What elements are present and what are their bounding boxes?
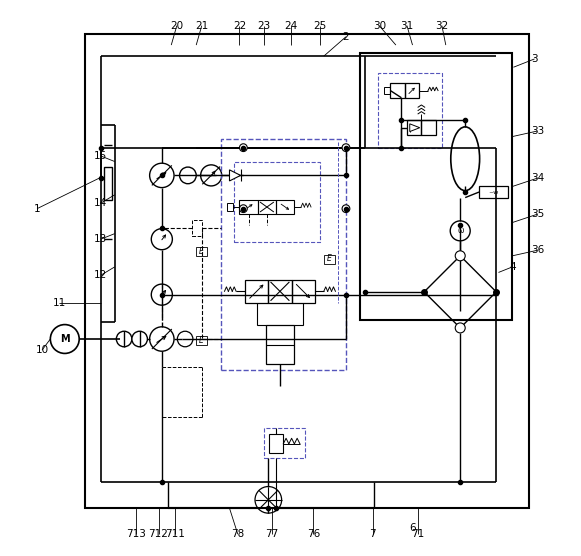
Text: ~w: ~w bbox=[488, 190, 498, 195]
Text: 3: 3 bbox=[531, 54, 538, 64]
Circle shape bbox=[150, 327, 174, 351]
Text: 35: 35 bbox=[530, 209, 544, 219]
Bar bbox=[276, 200, 295, 214]
Text: 25: 25 bbox=[313, 21, 327, 31]
Text: E: E bbox=[327, 254, 332, 263]
Bar bbox=[196, 336, 207, 345]
Bar bbox=[407, 121, 421, 135]
Text: 7: 7 bbox=[370, 529, 376, 539]
Text: 30: 30 bbox=[372, 21, 386, 31]
Text: E: E bbox=[199, 247, 204, 256]
Circle shape bbox=[342, 144, 350, 152]
Circle shape bbox=[132, 331, 148, 347]
Circle shape bbox=[151, 284, 173, 305]
Text: 713: 713 bbox=[127, 529, 146, 539]
Circle shape bbox=[239, 144, 248, 152]
Bar bbox=[390, 83, 405, 98]
Text: 6: 6 bbox=[409, 523, 416, 533]
Bar bbox=[258, 200, 276, 214]
Bar bbox=[421, 121, 436, 135]
Bar bbox=[378, 73, 442, 148]
Bar bbox=[266, 325, 294, 364]
Circle shape bbox=[342, 205, 350, 212]
Circle shape bbox=[177, 331, 193, 347]
Text: E: E bbox=[199, 336, 204, 345]
Text: M: M bbox=[60, 334, 70, 344]
Text: 711: 711 bbox=[165, 529, 185, 539]
Text: 15: 15 bbox=[94, 151, 107, 161]
Text: ω: ω bbox=[457, 226, 464, 235]
Bar bbox=[268, 280, 292, 303]
Text: 1: 1 bbox=[34, 203, 40, 214]
Text: 2: 2 bbox=[343, 32, 349, 42]
Text: 31: 31 bbox=[400, 21, 414, 31]
Circle shape bbox=[150, 163, 174, 187]
Text: 20: 20 bbox=[170, 21, 184, 31]
Bar bbox=[85, 34, 529, 508]
Circle shape bbox=[450, 221, 470, 241]
Bar bbox=[383, 87, 390, 94]
Bar bbox=[405, 83, 419, 98]
Text: 34: 34 bbox=[530, 173, 544, 183]
Circle shape bbox=[151, 229, 173, 250]
Bar bbox=[221, 140, 346, 370]
Text: 13: 13 bbox=[94, 234, 107, 244]
Ellipse shape bbox=[451, 127, 480, 191]
Circle shape bbox=[456, 323, 465, 333]
Circle shape bbox=[51, 325, 79, 354]
Circle shape bbox=[456, 251, 465, 261]
Bar bbox=[270, 434, 284, 453]
Text: 36: 36 bbox=[530, 245, 544, 255]
Bar bbox=[234, 162, 320, 242]
Bar bbox=[192, 220, 202, 236]
Text: 10: 10 bbox=[35, 345, 49, 355]
Circle shape bbox=[239, 205, 248, 212]
Bar bbox=[245, 280, 268, 303]
Polygon shape bbox=[410, 124, 419, 132]
Text: 21: 21 bbox=[195, 21, 209, 31]
Bar bbox=[479, 186, 508, 197]
Circle shape bbox=[116, 331, 132, 347]
Bar bbox=[239, 200, 258, 214]
Text: 76: 76 bbox=[307, 529, 320, 539]
Text: 23: 23 bbox=[257, 21, 271, 31]
Bar bbox=[196, 247, 207, 256]
Circle shape bbox=[200, 165, 222, 186]
Text: 32: 32 bbox=[435, 21, 449, 31]
Text: 33: 33 bbox=[530, 126, 544, 136]
Circle shape bbox=[255, 486, 282, 513]
Text: 11: 11 bbox=[53, 298, 66, 308]
Text: 71: 71 bbox=[411, 529, 425, 539]
Circle shape bbox=[180, 167, 196, 183]
Bar bbox=[292, 280, 315, 303]
Bar bbox=[264, 428, 306, 458]
Text: 712: 712 bbox=[149, 529, 168, 539]
Bar bbox=[104, 167, 112, 200]
Text: 77: 77 bbox=[266, 529, 279, 539]
Text: 12: 12 bbox=[94, 270, 107, 280]
Text: 4: 4 bbox=[509, 262, 516, 272]
Text: 22: 22 bbox=[233, 21, 246, 31]
Bar bbox=[324, 255, 335, 264]
Polygon shape bbox=[229, 170, 241, 181]
Text: 78: 78 bbox=[231, 529, 245, 539]
Text: 24: 24 bbox=[284, 21, 297, 31]
Text: 14: 14 bbox=[94, 198, 107, 208]
Bar bbox=[227, 202, 233, 211]
Bar bbox=[360, 53, 512, 320]
